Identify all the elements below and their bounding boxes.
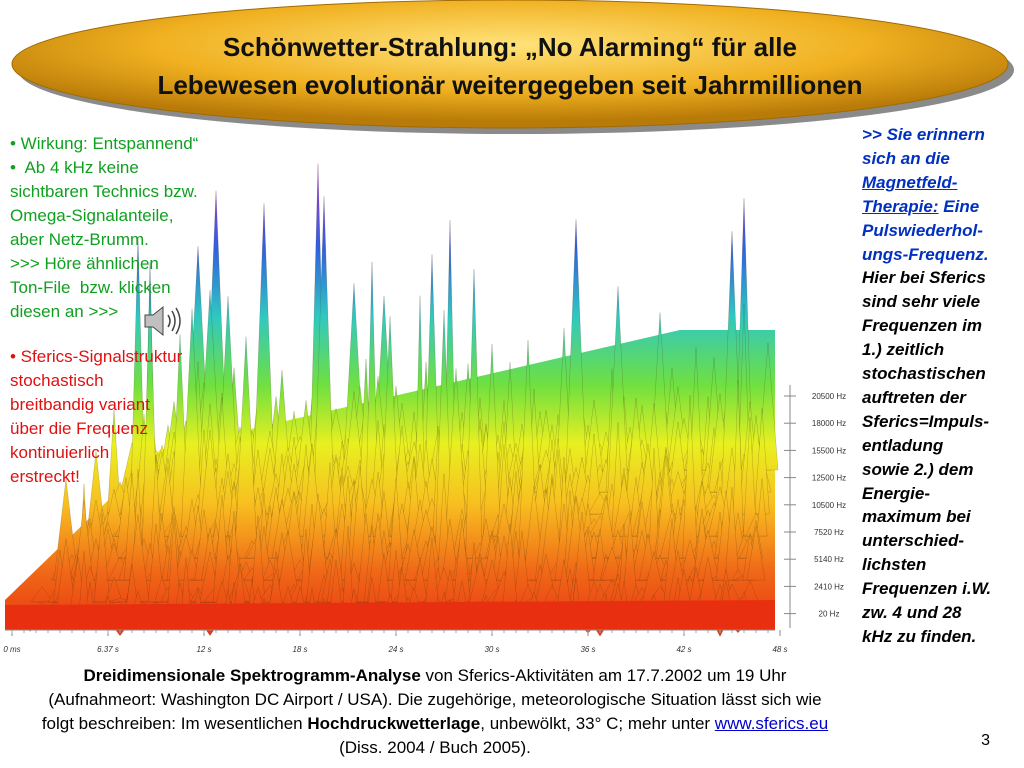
note-line: Eine — [938, 196, 980, 216]
note-line: Frequenzen im — [862, 316, 982, 336]
y-tick-label: 20500 Hz — [812, 392, 846, 401]
note-line: unterschied- — [862, 531, 965, 551]
speaker-icon[interactable] — [144, 305, 181, 337]
y-tick-label: 7520 Hz — [814, 528, 844, 537]
spectrogram-peak — [746, 525, 766, 581]
note-line: sich an die — [862, 148, 950, 168]
note-line: Energie- — [862, 483, 931, 503]
note-line: • Wirkung: Entspannend“ — [10, 134, 199, 153]
caption-text: , unbewölkt, 33° C; mehr unter — [480, 714, 715, 733]
x-tick-label: 24 s — [387, 645, 403, 654]
note-line: aber Netz-Brumm. — [10, 230, 149, 249]
note-link: Therapie: — [862, 196, 939, 216]
spectrogram: 0 ms 6.37 s 12 s 18 s 24 s 30 s 36 s 42 s 48 s 20… — [3, 163, 846, 654]
note-line: stochastischen — [862, 364, 986, 383]
x-tick-label: 48 s — [772, 645, 787, 654]
spectrogram-front — [5, 600, 775, 630]
x-tick-label: 18 s — [292, 645, 307, 654]
title-line: Lebewesen evolutionär weitergegeben seit… — [157, 70, 862, 100]
spectrogram-peak — [756, 478, 768, 537]
note-line: erstreckt! — [10, 467, 80, 486]
caption-link[interactable]: www.sferics.eu — [714, 714, 829, 733]
note-line: sowie 2.) dem — [862, 459, 974, 479]
x-tick-label: 12 s — [196, 645, 211, 654]
note-line: Frequenzen i.W. — [862, 579, 992, 599]
note-link: Magnetfeld- — [862, 172, 958, 192]
y-tick-label: 2410 Hz — [814, 582, 844, 591]
note-line: stochastisch — [10, 371, 104, 390]
spectrogram-peak — [38, 601, 58, 607]
note-line: • Sferics-Signalstruktur — [10, 347, 183, 366]
y-tick-label: 5140 Hz — [814, 555, 844, 564]
caption: Dreidimensionale Spektrogramm-Analyse vo… — [40, 664, 830, 760]
note-line: breitbandig variant — [10, 395, 150, 414]
note-line: • Ab 4 kHz keine — [10, 158, 139, 177]
note-line: entladung — [862, 435, 944, 455]
y-tick-label: 18000 Hz — [812, 419, 846, 428]
title-ellipse — [11, 0, 1009, 129]
note-line: Pulswiederhol- — [862, 220, 983, 240]
caption-text: (Diss. 2004 / Buch 2005). — [339, 738, 531, 757]
note-line: 1.) zeitlich — [862, 340, 945, 360]
caption-bold: Dreidimensionale Spektrogramm-Analyse — [83, 666, 421, 685]
note-line: lichsten — [862, 555, 927, 575]
x-tick-label: 42 s — [676, 645, 691, 654]
caption-text: von Sferics-Aktivitäten am 17.7.2002 um … — [41, 666, 822, 733]
note-line: über die Frequenz — [10, 419, 148, 438]
y-tick-label: 15500 Hz — [812, 446, 846, 455]
note-line: sind sehr viele — [862, 292, 981, 312]
note-line: Hier bei Sferics — [862, 268, 986, 288]
note-line: sichtbaren Technics bzw. — [10, 182, 198, 201]
x-tick-label: 6.37 s — [97, 645, 119, 654]
note-line: Sferics=Impuls- — [862, 411, 990, 431]
y-tick-label: 20 Hz — [819, 610, 840, 619]
page-number: 3 — [981, 732, 990, 749]
note-line: zw. 4 und 28 — [862, 603, 962, 622]
note-line: maximum bei — [862, 507, 971, 527]
title-line: Schönwetter-Strahlung: „No Alarming“ für… — [223, 32, 797, 62]
caption-bold: Hochdruckwetterlage — [307, 714, 481, 733]
note-line: kHz zu finden. — [862, 626, 977, 646]
x-tick-label: 36 s — [580, 645, 595, 654]
note-line: Omega-Signalanteile, — [10, 206, 174, 225]
x-tick-label: 0 ms — [3, 645, 20, 654]
note-line: Ton-File bzw. klicken — [10, 278, 171, 297]
y-tick-label: 10500 Hz — [812, 501, 846, 510]
y-tick-label: 12500 Hz — [812, 474, 846, 483]
note-line: diesen an >>> — [10, 302, 119, 321]
note-line: kontinuierlich — [10, 443, 110, 462]
note-line: auftreten der — [862, 387, 966, 407]
note-line: >>> Höre ähnlichen — [10, 254, 159, 273]
x-tick-label: 30 s — [484, 645, 499, 654]
note-line: >> Sie erinnern — [862, 125, 985, 144]
note-line: ungs-Frequenz. — [862, 244, 989, 264]
